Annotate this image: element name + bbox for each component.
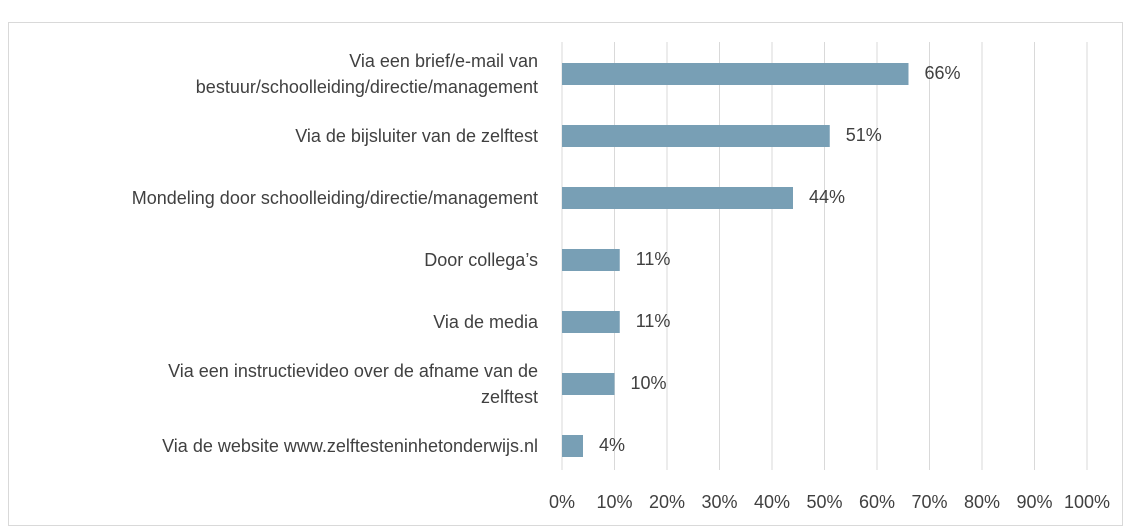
- x-tick-label: 60%: [859, 492, 895, 512]
- x-tick-label: 80%: [964, 492, 1000, 512]
- x-tick-label: 10%: [596, 492, 632, 512]
- x-tick-label: 90%: [1016, 492, 1052, 512]
- category-label: Door collega’s: [424, 250, 538, 270]
- value-label: 44%: [809, 187, 845, 207]
- x-tick-label: 40%: [754, 492, 790, 512]
- value-label: 66%: [925, 63, 961, 83]
- bar: [562, 249, 620, 271]
- x-tick-label: 50%: [806, 492, 842, 512]
- value-label: 11%: [636, 311, 671, 331]
- x-tick-label: 20%: [649, 492, 685, 512]
- x-tick-label: 70%: [911, 492, 947, 512]
- bar: [562, 311, 620, 333]
- bar: [562, 125, 830, 147]
- x-tick-label: 30%: [701, 492, 737, 512]
- bar: [562, 187, 793, 209]
- x-tick-label: 0%: [549, 492, 575, 512]
- bar: [562, 63, 909, 85]
- bar: [562, 435, 583, 457]
- value-label: 10%: [631, 373, 667, 393]
- category-label: Mondeling door schoolleiding/directie/ma…: [131, 188, 538, 208]
- frame: [8, 22, 1123, 526]
- category-label: Via een brief/e-mail van bestuur/schooll…: [195, 51, 538, 97]
- category-label: Via de media: [433, 312, 538, 332]
- value-label: 4%: [599, 435, 625, 455]
- value-label: 11%: [636, 249, 671, 269]
- x-tick-label: 100%: [1064, 492, 1110, 512]
- category-label: Via de bijsluiter van de zelftest: [295, 126, 538, 146]
- value-label: 51%: [846, 125, 882, 145]
- category-label: Via de website www.zelftesteninhetonderw…: [162, 436, 538, 456]
- bar: [562, 373, 615, 395]
- category-label: Via een instructievideo over de afname v…: [168, 361, 538, 407]
